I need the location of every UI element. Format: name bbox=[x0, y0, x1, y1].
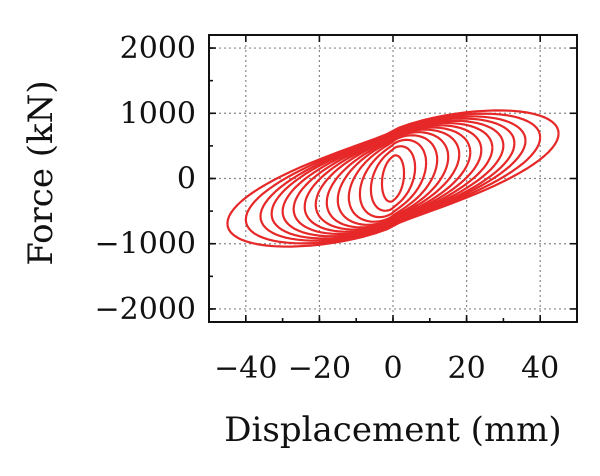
hysteresis-loop bbox=[244, 112, 542, 245]
hysteresis-loop bbox=[380, 154, 406, 203]
hysteresis-loop bbox=[325, 128, 461, 229]
x-axis-title: Displacement (mm) bbox=[224, 410, 561, 450]
grid-lines bbox=[209, 35, 577, 322]
hysteresis-loops bbox=[226, 109, 560, 248]
x-tick-label: 20 bbox=[448, 351, 486, 386]
y-tick-label: 1000 bbox=[120, 96, 196, 131]
hysteresis-loop bbox=[314, 126, 472, 231]
hysteresis-loop bbox=[292, 121, 494, 236]
x-tick-label: 0 bbox=[383, 351, 402, 386]
y-axis-title: Force (kN) bbox=[21, 80, 61, 265]
y-tick-label: 2000 bbox=[120, 31, 196, 66]
hysteresis-loop bbox=[303, 124, 483, 233]
hysteresis-loop bbox=[336, 131, 450, 226]
x-tick-labels: −40 −20 0 20 40 bbox=[214, 351, 559, 386]
hysteresis-loop bbox=[281, 119, 505, 238]
y-tick-label: 0 bbox=[177, 162, 196, 197]
hysteresis-loop bbox=[347, 134, 439, 223]
y-tick-labels: 2000 1000 0 −1000 −2000 bbox=[95, 31, 196, 327]
x-tick-label: −40 bbox=[214, 351, 277, 386]
y-tick-label: −2000 bbox=[95, 292, 196, 327]
hysteresis-loop bbox=[270, 117, 516, 240]
hysteresis-loop bbox=[259, 115, 527, 242]
hysteresis-loop bbox=[226, 109, 560, 248]
axis-ticks bbox=[208, 35, 578, 322]
x-tick-label: 40 bbox=[521, 351, 559, 386]
x-tick-label: −20 bbox=[288, 351, 351, 386]
hysteresis-loop bbox=[369, 145, 417, 212]
y-tick-label: −1000 bbox=[95, 227, 196, 262]
hysteresis-loop bbox=[358, 138, 428, 219]
